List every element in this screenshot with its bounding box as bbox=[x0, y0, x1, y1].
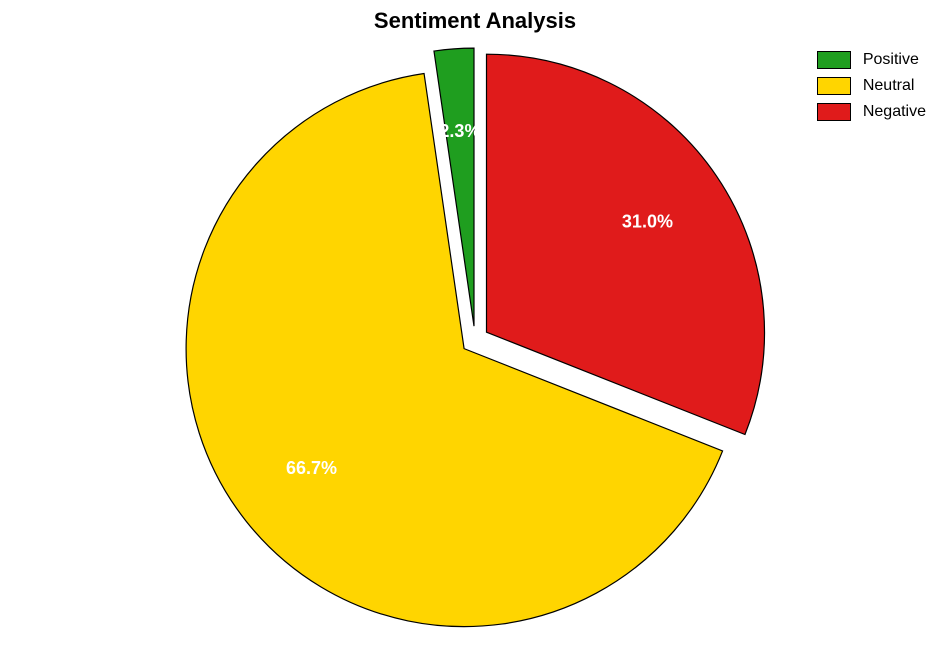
legend-item-positive: Positive bbox=[817, 48, 926, 72]
legend-swatch bbox=[817, 77, 851, 95]
legend-item-negative: Negative bbox=[817, 100, 926, 124]
sentiment-pie-chart: Sentiment Analysis 2.3%66.7%31.0% Positi… bbox=[0, 0, 950, 662]
legend-swatch bbox=[817, 103, 851, 121]
legend-label: Neutral bbox=[863, 74, 915, 98]
pie-label-positive: 2.3% bbox=[439, 121, 480, 141]
pie-label-negative: 31.0% bbox=[622, 212, 673, 232]
pie-svg: 2.3% 66.7% 31.0% bbox=[0, 0, 950, 662]
legend: PositiveNeutralNegative bbox=[817, 48, 926, 126]
legend-label: Positive bbox=[863, 48, 919, 72]
legend-swatch bbox=[817, 51, 851, 69]
pie-label-neutral: 66.7% bbox=[286, 458, 337, 478]
legend-label: Negative bbox=[863, 100, 926, 124]
legend-item-neutral: Neutral bbox=[817, 74, 926, 98]
